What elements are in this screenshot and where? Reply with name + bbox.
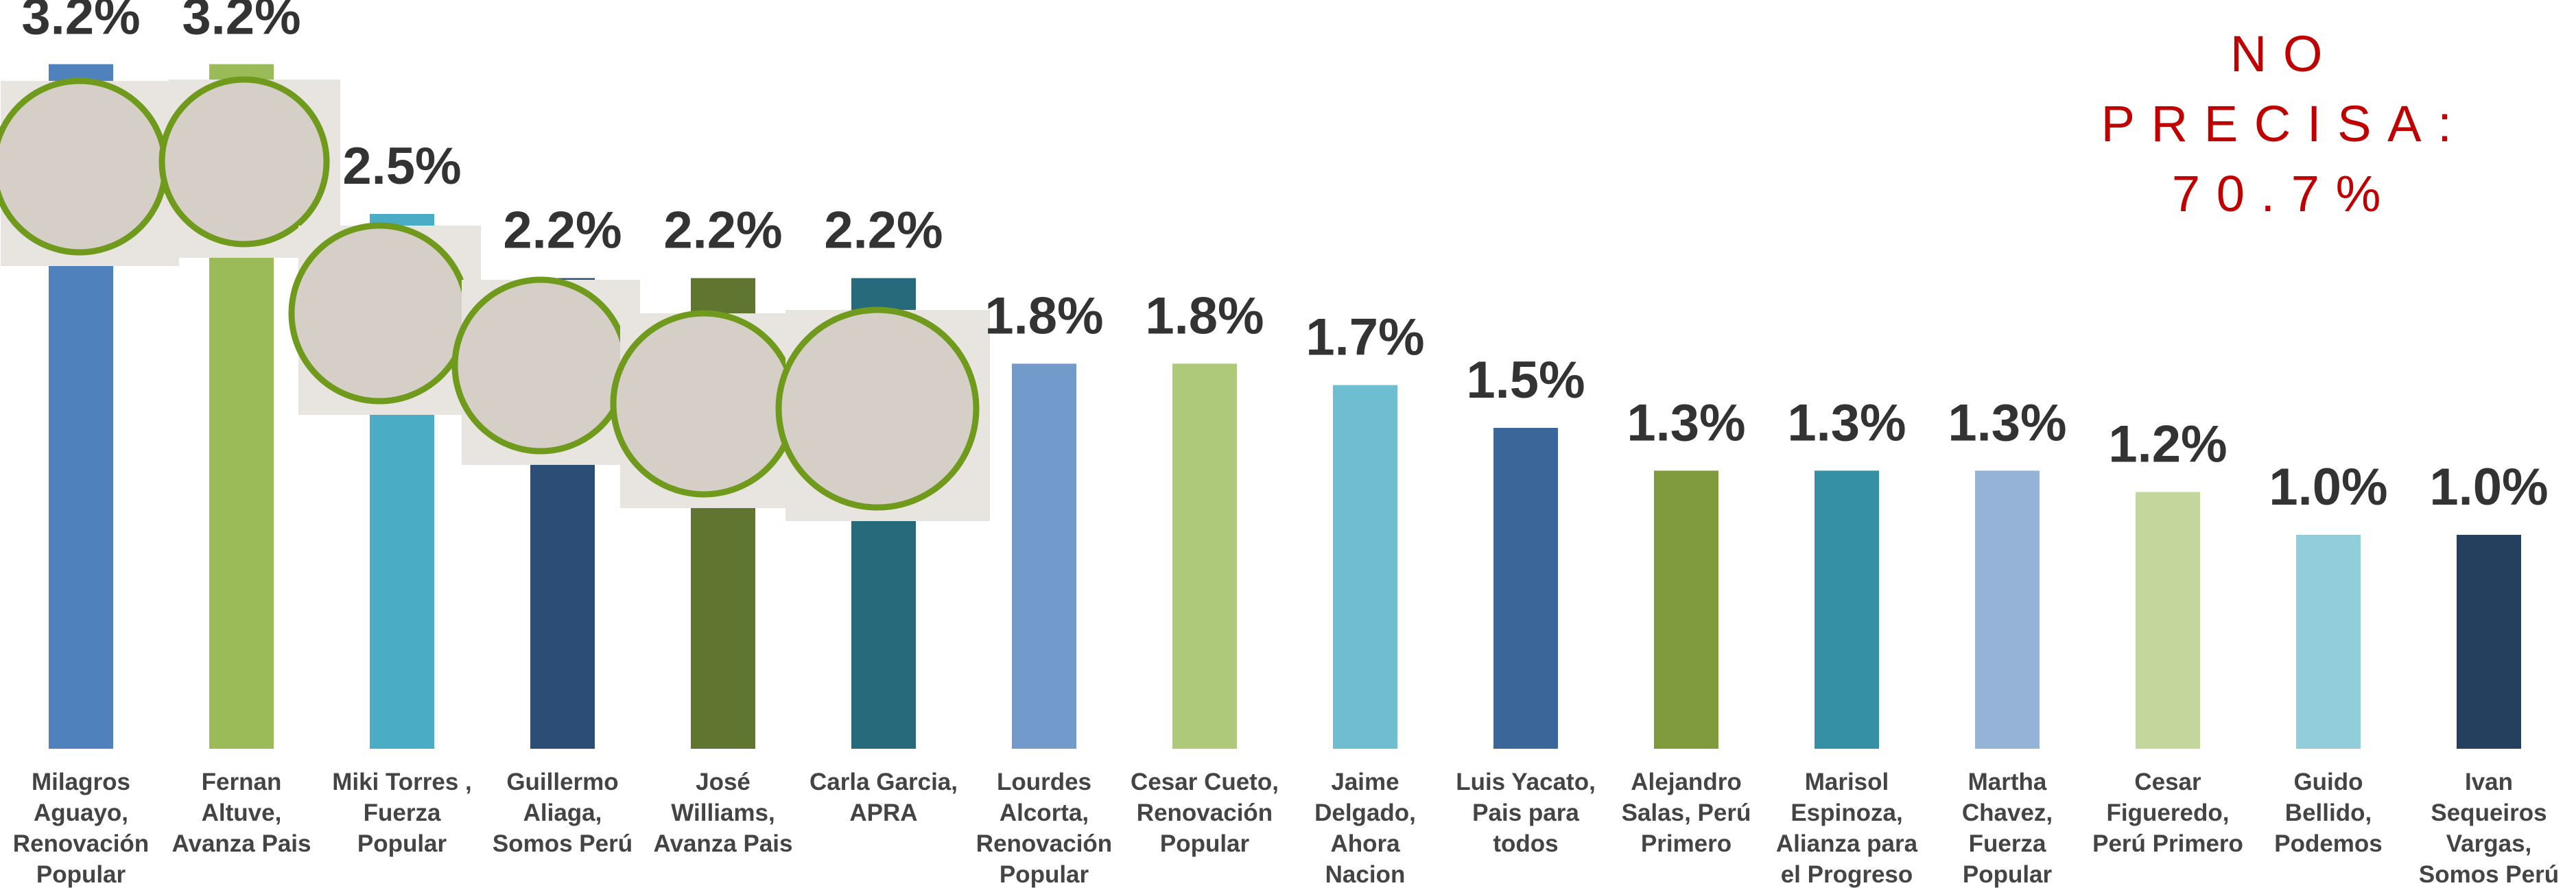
photo bbox=[0, 81, 165, 252]
value-label: 1.3% bbox=[1627, 394, 1745, 452]
x-tick-label: Martha Chavez, Fuerza Popular bbox=[1930, 767, 2084, 890]
x-tick-label: Cesar Figueredo, Perú Primero bbox=[2091, 767, 2245, 859]
value-label: 1.5% bbox=[1466, 351, 1585, 409]
bar bbox=[1815, 470, 1879, 749]
bar bbox=[1493, 428, 1558, 749]
bar bbox=[1172, 363, 1237, 749]
x-tick-label: José Williams, Avanza Pais bbox=[646, 767, 800, 859]
x-tick-label: Fernan Altuve, Avanza Pais bbox=[165, 767, 318, 859]
value-label: 3.2% bbox=[182, 0, 300, 46]
value-label: 2.2% bbox=[663, 202, 782, 260]
photo bbox=[613, 313, 794, 494]
x-tick-label: Guillermo Aliaga, Somos Perú bbox=[486, 767, 639, 859]
x-tick-label: Cesar Cueto, Renovación Popular bbox=[1128, 767, 1281, 859]
x-tick-label: Miki Torres , Fuerza Popular bbox=[325, 767, 479, 859]
bar bbox=[2457, 535, 2521, 749]
photo bbox=[779, 310, 976, 507]
value-label: 1.7% bbox=[1305, 309, 1424, 367]
photo bbox=[292, 226, 467, 401]
bar bbox=[1012, 363, 1076, 749]
x-tick-label: Luis Yacato, Pais para todos bbox=[1449, 767, 1603, 859]
value-label: 1.3% bbox=[1948, 394, 2066, 452]
value-label: 1.0% bbox=[2429, 458, 2548, 516]
bar bbox=[2296, 535, 2361, 749]
value-label: 2.2% bbox=[503, 202, 622, 260]
x-tick-label: Lourdes Alcorta, Renovación Popular bbox=[967, 767, 1121, 890]
bar bbox=[1333, 385, 1397, 749]
x-tick-label: Marisol Espinoza, Alianza para el Progre… bbox=[1770, 767, 1924, 890]
value-label: 3.2% bbox=[21, 0, 140, 46]
photo bbox=[162, 80, 327, 244]
x-tick-label: Ivan Sequeiros Vargas, Somos Perú bbox=[2412, 767, 2566, 890]
x-tick-label: Carla Garcia, APRA bbox=[807, 767, 960, 828]
x-tick-label: Guido Bellido, Podemos bbox=[2252, 767, 2405, 859]
bar bbox=[1975, 470, 2040, 749]
value-label: 1.8% bbox=[1145, 287, 1264, 345]
value-label: 1.8% bbox=[984, 287, 1103, 345]
bar bbox=[2136, 492, 2200, 749]
x-tick-label: Alejandro Salas, Perú Primero bbox=[1609, 767, 1763, 859]
value-label: 2.5% bbox=[342, 137, 461, 195]
value-label: 1.3% bbox=[1787, 394, 1906, 452]
x-tick-label: Jaime Delgado, Ahora Nacion bbox=[1288, 767, 1442, 890]
value-label: 1.0% bbox=[2269, 458, 2387, 516]
x-tick-label: Milagros Aguayo, Renovación Popular bbox=[4, 767, 158, 890]
value-label: 1.2% bbox=[2108, 416, 2227, 474]
photo bbox=[455, 280, 626, 451]
annotation: NO PRECISA: 70.7% bbox=[2089, 19, 2480, 229]
bar bbox=[1654, 470, 1718, 749]
value-label: 2.2% bbox=[824, 202, 943, 260]
page: 3.2% 3.2% 2.5% 2.2% 2.2% 2.2% 1.8% 1.8% 1.7% 1.5%… bbox=[0, 0, 2576, 885]
